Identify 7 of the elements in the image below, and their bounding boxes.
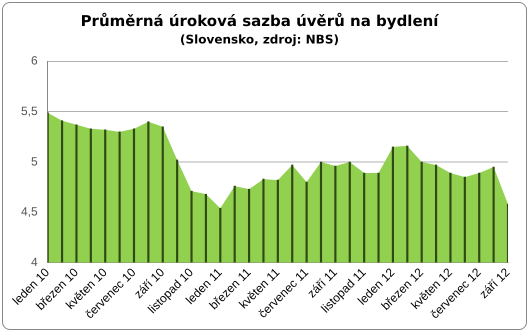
chart-title: Průměrná úroková sazba úvěrů na bydlení [80,12,440,30]
y-tick-label: 6 [30,54,38,68]
y-tick-label: 5 [30,154,38,168]
chart-subtitle: (Slovensko, zdroj: NBS) [180,32,339,46]
y-tick-label: 5,5 [20,104,38,118]
y-tick-label: 4 [30,254,38,269]
y-tick-label: 4,5 [20,204,38,219]
